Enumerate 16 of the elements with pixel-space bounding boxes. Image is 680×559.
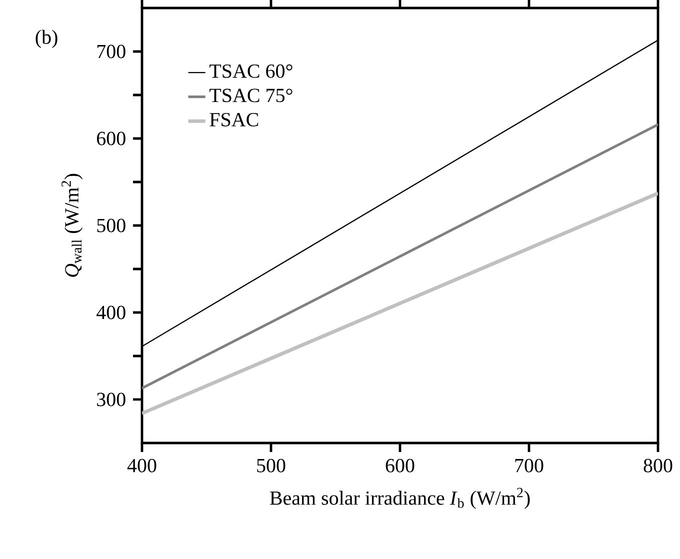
text: (b) — [36, 30, 58, 48]
y-tick-label: 300 — [97, 392, 126, 406]
x-axis-title: Beam solar irradiance I$_{b}$ (W/m$^{2}$) — [270, 488, 530, 509]
y-tick-label: 600 — [97, 132, 126, 146]
legend-label: FSAC — [210, 112, 258, 126]
x-tick-label: 800 — [644, 458, 672, 472]
x-tick-label: 500 — [257, 458, 286, 472]
x-tick-label: 600 — [386, 458, 414, 472]
legend-label: TSAC 75° — [210, 88, 292, 102]
y-tick-label: 700 — [97, 44, 126, 58]
y-axis-title: Q$_{wall}$ (W/m$^{2}$) — [62, 174, 83, 277]
y-tick-label: 500 — [97, 218, 126, 232]
y-tick-label: 400 — [96, 306, 126, 320]
x-tick-label: 400 — [127, 458, 156, 472]
legend-label: TSAC 60° — [210, 64, 292, 78]
x-tick-label: 700 — [515, 458, 544, 472]
